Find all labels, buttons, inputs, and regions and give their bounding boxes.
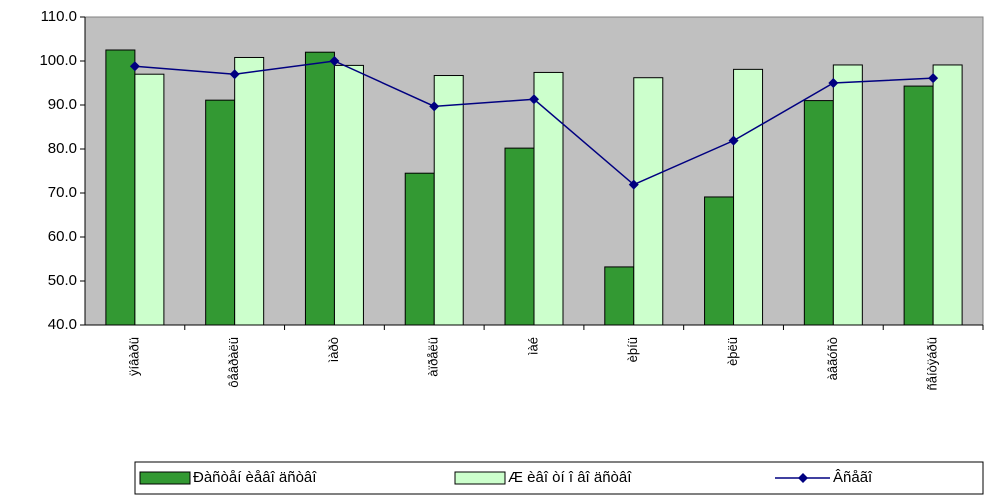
y-tick-label: 70.0 (48, 184, 77, 201)
x-tick-label: àïðåëü (426, 337, 441, 377)
legend-swatch (139, 471, 191, 485)
x-tick-label: ôåâðàëü (226, 337, 241, 388)
x-tick-label: ñåíòÿáðü (925, 337, 940, 391)
legend-label: Ðàñòåí èåâî äñòâî (193, 469, 317, 486)
marker (828, 78, 839, 88)
bar (134, 73, 165, 326)
x-tick-label: ìàðò (326, 337, 341, 362)
legend-box (134, 461, 984, 495)
bar (604, 266, 635, 326)
marker (529, 94, 539, 105)
y-tick-label: 100.0 (39, 52, 77, 69)
bar (633, 77, 664, 326)
bar (105, 49, 136, 326)
bar (733, 68, 764, 326)
bar (504, 147, 535, 326)
legend-swatch (454, 471, 506, 485)
legend-label: Æ èâî òí î âî äñòâî (508, 469, 632, 486)
marker (928, 73, 939, 84)
bar (205, 99, 236, 326)
x-tick-label: àâãóñò (825, 337, 840, 380)
bar (404, 172, 435, 326)
bar (533, 71, 564, 326)
bar (304, 51, 335, 326)
marker (429, 101, 440, 112)
marker (329, 56, 340, 66)
x-tick-label: èþëü (725, 337, 740, 366)
bar (932, 64, 963, 326)
y-tick-label: 40.0 (48, 316, 77, 333)
y-tick-label: 110.0 (41, 8, 77, 25)
x-tick-label: ÿíâàðü (126, 337, 141, 376)
x-tick-label: èþíü (625, 337, 640, 362)
bar (333, 64, 364, 326)
bar (704, 196, 735, 326)
bar (803, 100, 834, 326)
y-tick-label: 80.0 (48, 140, 77, 157)
legend-label: Âñåãî (833, 469, 873, 486)
marker (129, 61, 140, 72)
bar (433, 75, 464, 326)
marker (728, 135, 739, 146)
bar (903, 85, 934, 326)
legend-marker (798, 473, 808, 483)
y-tick-label: 90.0 (48, 96, 77, 113)
bar (832, 64, 863, 326)
bar (234, 56, 265, 326)
marker (628, 179, 639, 190)
marker (229, 69, 240, 80)
y-tick-label: 50.0 (48, 272, 77, 289)
y-tick-label: 60.0 (48, 228, 77, 245)
x-tick-label: ìàé (525, 337, 540, 355)
